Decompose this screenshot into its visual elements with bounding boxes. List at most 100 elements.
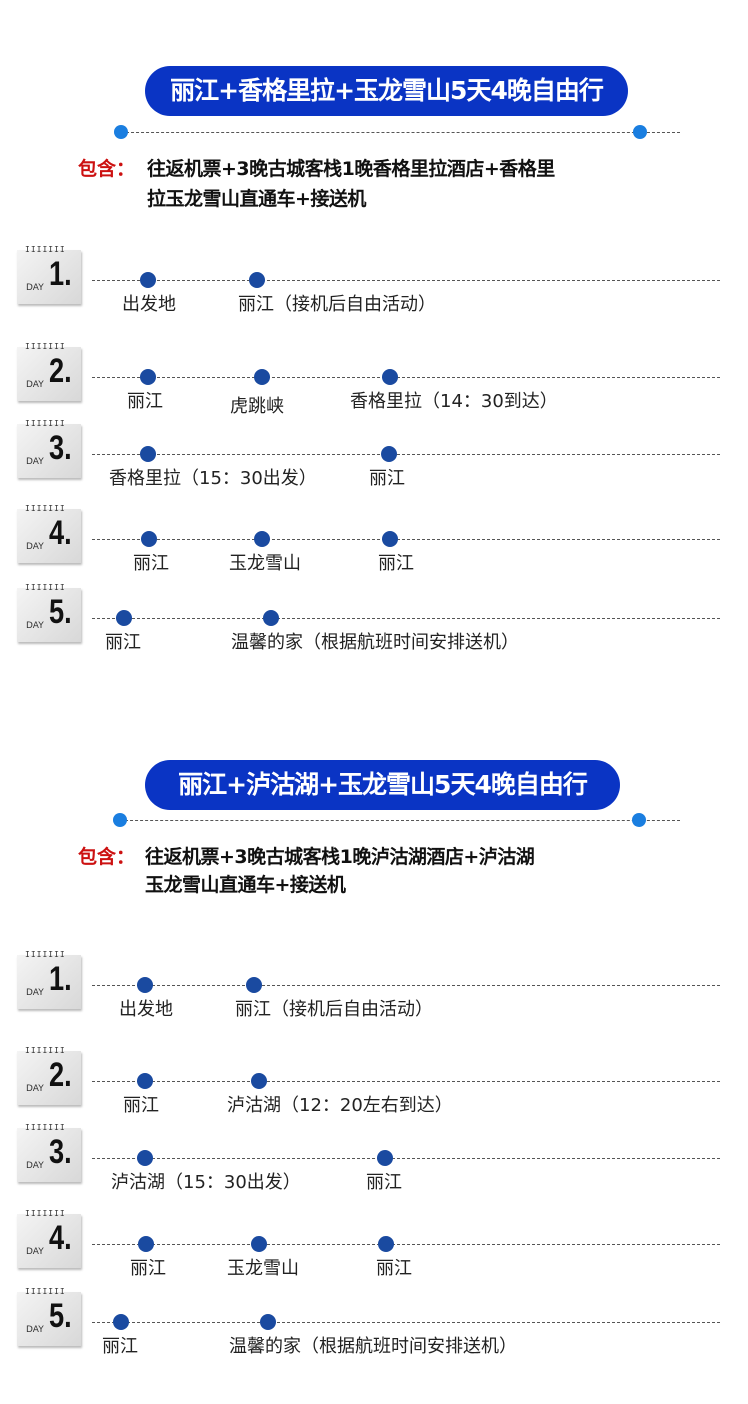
day-number: 1. <box>49 960 72 998</box>
day-badge: IIIIIII DAY 5. <box>17 583 81 642</box>
day-badge: IIIIIII DAY 4. <box>17 504 81 563</box>
stop-dot <box>140 446 156 462</box>
day-badge: IIIIIII DAY 3. <box>17 1123 81 1182</box>
day-number: 4. <box>49 1219 72 1257</box>
stop-label: 玉龙雪山 <box>227 1258 299 1279</box>
includes-text: 往返机票+3晚古城客栈1晚泸沽湖酒店+泸沽湖 <box>145 846 535 868</box>
stop-label: 温馨的家（根据航班时间安排送机） <box>229 1336 517 1357</box>
day-number: 4. <box>49 514 72 552</box>
day-label: DAY <box>26 457 44 467</box>
day-number: 3. <box>49 1133 72 1171</box>
stop-label: 出发地 <box>119 999 173 1020</box>
stop-label: 香格里拉（15：30出发） <box>109 468 317 489</box>
day-label: DAY <box>26 380 44 390</box>
includes-label: 包含： <box>78 158 136 180</box>
day-badge: IIIIIII DAY 2. <box>17 1046 81 1105</box>
day-label: DAY <box>26 988 44 998</box>
stop-label: 泸沽湖（15：30出发） <box>111 1172 301 1193</box>
day-badge: IIIIIII DAY 5. <box>17 1287 81 1346</box>
includes-text: 拉玉龙雪山直通车+接送机 <box>147 188 366 210</box>
day-label: DAY <box>26 1247 44 1257</box>
section-title: 丽江+香格里拉+玉龙雪山5天4晚自由行 <box>145 66 628 116</box>
day-timeline <box>92 377 720 378</box>
stop-label: 丽江 <box>378 553 414 574</box>
stop-label: 玉龙雪山 <box>229 553 301 574</box>
stop-dot <box>381 446 397 462</box>
day-badge: IIIIIII DAY 3. <box>17 419 81 478</box>
calendar-rings: IIIIIII <box>25 950 66 959</box>
day-label: DAY <box>26 621 44 631</box>
timeline-dot <box>114 125 128 139</box>
calendar-rings: IIIIIII <box>25 245 66 254</box>
day-badge: IIIIIII DAY 1. <box>17 245 81 304</box>
stop-label: 丽江（接机后自由活动） <box>235 999 433 1020</box>
day-badge: IIIIIII DAY 2. <box>17 342 81 401</box>
day-label: DAY <box>26 1161 44 1171</box>
day-label: DAY <box>26 1325 44 1335</box>
stop-label: 丽江 <box>133 553 169 574</box>
stop-dot <box>246 977 262 993</box>
day-number: 2. <box>49 352 72 390</box>
day-label: DAY <box>26 283 44 293</box>
day-number: 5. <box>49 593 72 631</box>
day-timeline <box>92 1244 720 1245</box>
stop-label: 丽江 <box>102 1336 138 1357</box>
stop-dot <box>260 1314 276 1330</box>
day-timeline <box>92 1081 720 1082</box>
stop-label: 丽江 <box>369 468 405 489</box>
day-timeline <box>92 539 720 540</box>
stop-dot <box>140 272 156 288</box>
day-badge: IIIIIII DAY 4. <box>17 1209 81 1268</box>
includes-label: 包含： <box>78 846 136 868</box>
day-timeline <box>92 618 720 619</box>
calendar-rings: IIIIIII <box>25 1123 66 1132</box>
day-label: DAY <box>26 1084 44 1094</box>
calendar-rings: IIIIIII <box>25 1209 66 1218</box>
stop-label: 丽江 <box>127 391 163 412</box>
day-timeline <box>92 1322 720 1323</box>
stop-dot <box>137 1150 153 1166</box>
stop-dot <box>377 1150 393 1166</box>
stop-dot <box>113 1314 129 1330</box>
stop-dot <box>116 610 132 626</box>
calendar-rings: IIIIIII <box>25 583 66 592</box>
includes-text: 往返机票+3晚古城客栈1晚香格里拉酒店+香格里 <box>147 158 555 180</box>
day-badge: IIIIIII DAY 1. <box>17 950 81 1009</box>
stop-dot <box>382 369 398 385</box>
stop-dot <box>254 531 270 547</box>
stop-dot <box>378 1236 394 1252</box>
day-number: 5. <box>49 1297 72 1335</box>
day-timeline <box>92 985 720 986</box>
timeline-dot <box>113 813 127 827</box>
day-number: 1. <box>49 255 72 293</box>
calendar-rings: IIIIIII <box>25 504 66 513</box>
stop-dot <box>251 1236 267 1252</box>
day-timeline <box>92 1158 720 1159</box>
stop-dot <box>249 272 265 288</box>
divider-line <box>121 132 680 133</box>
stop-dot <box>254 369 270 385</box>
divider-line <box>120 820 680 821</box>
stop-label: 丽江（接机后自由活动） <box>238 294 436 315</box>
day-timeline <box>92 454 720 455</box>
day-number: 2. <box>49 1056 72 1094</box>
calendar-rings: IIIIIII <box>25 342 66 351</box>
day-label: DAY <box>26 542 44 552</box>
section-title: 丽江+泸沽湖+玉龙雪山5天4晚自由行 <box>145 760 620 810</box>
stop-label: 丽江 <box>366 1172 402 1193</box>
stop-dot <box>251 1073 267 1089</box>
calendar-rings: IIIIIII <box>25 419 66 428</box>
stop-dot <box>138 1236 154 1252</box>
stop-label: 温馨的家（根据航班时间安排送机） <box>231 632 519 653</box>
stop-dot <box>140 369 156 385</box>
stop-label: 虎跳峡 <box>230 396 284 417</box>
stop-dot <box>382 531 398 547</box>
stop-label: 丽江 <box>130 1258 166 1279</box>
stop-dot <box>141 531 157 547</box>
stop-dot <box>137 1073 153 1089</box>
stop-label: 丽江 <box>123 1095 159 1116</box>
stop-dot <box>137 977 153 993</box>
calendar-rings: IIIIIII <box>25 1287 66 1296</box>
stop-label: 泸沽湖（12：20左右到达） <box>227 1095 453 1116</box>
